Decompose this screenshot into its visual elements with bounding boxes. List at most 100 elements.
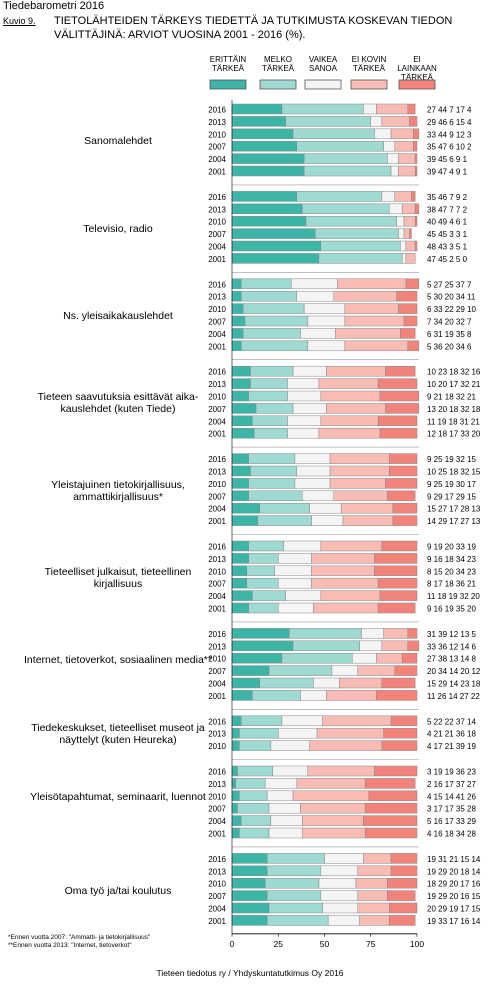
bar-segment [329,478,386,489]
bar-segment [246,565,275,577]
row-year: 2001 [208,517,226,526]
bar-segment [231,290,242,302]
row-values: 13 20 18 32 18 [427,405,481,414]
row-year: 2010 [208,218,226,227]
bar-segment [379,590,418,601]
bar-segment [414,203,420,215]
row-values: 7 34 20 32 7 [427,318,472,327]
bar-segment [405,253,416,264]
bar-segment [333,290,397,302]
bar-segment [231,203,303,215]
bar-segment [394,140,414,152]
bar-segment [398,153,416,164]
bar-segment [400,240,407,252]
row-values: 35 46 7 9 2 [427,193,468,202]
bar-segment [287,415,322,427]
bar-segment [357,865,392,877]
row-year: 2013 [208,468,226,477]
bar-segment [394,191,412,202]
bar-segment [241,815,272,826]
bar-segment [387,890,416,901]
bar-segment [231,228,316,239]
row-year: 2004 [208,905,226,914]
group-label: Ns. yleisaikakauslehdet [63,310,173,322]
row-values: 27 38 13 14 8 [427,655,476,664]
bar-segment [324,853,364,864]
bar-segment [355,877,388,889]
row-values: 48 43 3 5 1 [427,243,468,252]
bar-segment [231,490,249,502]
bar-segment [265,877,320,889]
bar-segment [239,740,272,751]
bar-segment [326,403,386,414]
bar-segment [409,228,412,239]
row-values: 5 30 20 34 11 [427,293,476,302]
row-values: 8 17 18 36 21 [427,580,476,589]
bar-segment [340,502,394,514]
bar-segment [305,215,397,227]
bar-segment [250,465,297,477]
row-values: 40 49 4 6 1 [427,218,468,227]
bar-segment [398,228,405,239]
bar-segment [407,628,418,639]
bar-segment [265,778,297,789]
row-values: 9 16 19 35 20 [427,605,476,614]
bar-segment [329,465,390,477]
row-year: 2010 [208,742,226,751]
row-values: 19 29 20 18 14 [427,867,481,876]
row-values: 3 19 19 36 23 [427,768,476,777]
legend-swatch [259,79,297,90]
row-values: 2 16 17 37 27 [427,780,476,789]
bar-segment [311,565,375,577]
bar-segment [311,577,379,589]
row-year: 2007 [208,667,226,676]
row-year: 2013 [208,118,226,127]
bar-segment [231,853,268,864]
legend-swatch [398,79,436,90]
bar-segment [231,253,320,264]
x-tick-label: 50 [320,939,330,949]
bar-segment [281,103,364,115]
bar-segment [302,490,334,502]
bar-segment [374,565,418,577]
row-values: 5 27 25 37 7 [427,280,472,289]
row-year: 2010 [208,792,226,801]
row-values: 38 47 7 7 2 [427,205,468,214]
bar-segment [237,802,270,814]
bar-segment [368,790,418,802]
bar-segment [302,203,390,215]
bar-segment [231,565,248,577]
bar-segment [303,153,388,164]
row-values: 45 45 3 3 1 [427,230,468,239]
bar-segment [292,640,360,652]
row-values: 6 31 19 35 8 [427,330,472,339]
bar-segment [231,240,322,252]
bar-segment [342,515,394,526]
group-label: Internet, tietoverkot, sosiaalinen media… [24,653,212,666]
row-year: 2016 [208,106,226,115]
bar-segment [364,802,418,814]
bar-segment [396,290,418,302]
row-year: 2004 [208,155,226,164]
bar-segment [374,765,418,777]
bar-segment [266,790,294,802]
bar-segment [231,427,255,439]
bar-segment [401,203,416,215]
bar-segment [283,540,322,552]
bar-segment [296,290,334,302]
row-year: 2004 [208,243,226,252]
row-year: 2004 [208,680,226,689]
bar-segment [414,165,418,177]
bar-segment [285,590,322,601]
bar-segment [389,203,403,215]
row-values: 10 25 18 32 15 [427,468,481,477]
bar-segment [278,727,318,739]
row-year: 2007 [208,230,226,239]
bar-segment [239,790,268,802]
bar-segment [394,665,418,676]
bar-segment [413,140,418,152]
group-label: Tieteen saavutuksia esittävät aika-kausl… [37,391,199,416]
row-year: 2004 [208,592,226,601]
row-values: 19 29 20 16 15 [427,892,481,901]
bar-segment [231,390,249,402]
